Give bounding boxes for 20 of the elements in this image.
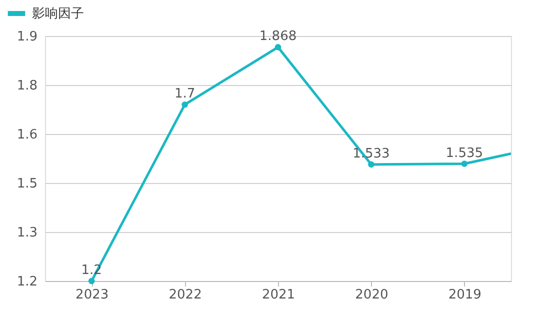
point: [88, 278, 95, 284]
data-label: 1.7: [174, 86, 196, 102]
point: [274, 44, 282, 50]
legend-label: 影响因子: [32, 6, 84, 22]
y-tick-label: 1.5: [16, 176, 38, 192]
y-tick-label: 1.8: [16, 78, 38, 94]
y-tick-label: 1.2: [16, 274, 38, 290]
x-tick-label: 2019: [448, 288, 482, 302]
point: [461, 160, 468, 167]
data-label: 1.868: [259, 29, 297, 44]
y-tick-label: 1.9: [16, 30, 38, 44]
x-tick-label: 2021: [262, 288, 296, 302]
point: [368, 161, 374, 168]
y-tick-label: 1.3: [16, 226, 38, 240]
y-tick-label: 1.6: [16, 128, 38, 142]
point: [182, 101, 188, 108]
x-tick-label: 2022: [168, 288, 202, 302]
x-tick-label: 2023: [76, 288, 109, 302]
x-tick-label: 2020: [355, 288, 388, 302]
data-label: 1.535: [446, 146, 484, 161]
